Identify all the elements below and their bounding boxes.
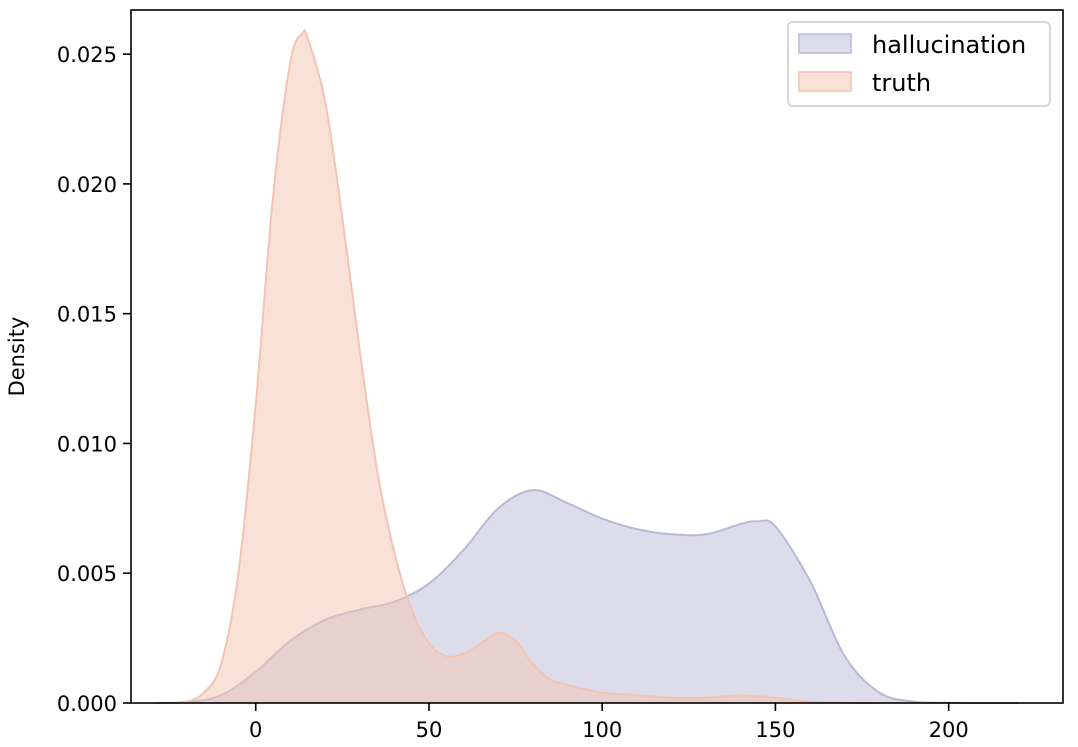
y-tick-label: 0.020 xyxy=(57,173,117,197)
y-tick-label: 0.010 xyxy=(57,432,117,456)
x-tick-label: 50 xyxy=(416,718,443,742)
plot-frame xyxy=(130,9,1064,704)
y-tick-label: 0.000 xyxy=(57,692,117,716)
x-tick-label: 150 xyxy=(755,718,795,742)
y-tick-label: 0.015 xyxy=(57,303,117,327)
series-layer xyxy=(158,29,1018,704)
y-tick-label: 0.005 xyxy=(57,562,117,586)
x-tick-label: 200 xyxy=(929,718,969,742)
series-line-truth xyxy=(158,29,880,704)
legend: hallucination truth xyxy=(787,21,1051,107)
legend-swatch-hallucination xyxy=(798,33,852,54)
y-tick-label: 0.025 xyxy=(57,43,117,67)
legend-box xyxy=(787,21,1051,107)
legend-label-truth: truth xyxy=(872,69,931,97)
y-axis-title: Density xyxy=(5,317,29,397)
x-tick-label: 100 xyxy=(582,718,622,742)
x-tick-label: 0 xyxy=(249,718,262,742)
y-axis: 0.000 0.005 0.010 0.015 0.020 0.025 xyxy=(57,43,131,716)
legend-swatch-truth xyxy=(798,71,852,92)
legend-label-hallucination: hallucination xyxy=(872,31,1026,59)
x-axis: 0 50 100 150 200 xyxy=(249,703,969,742)
